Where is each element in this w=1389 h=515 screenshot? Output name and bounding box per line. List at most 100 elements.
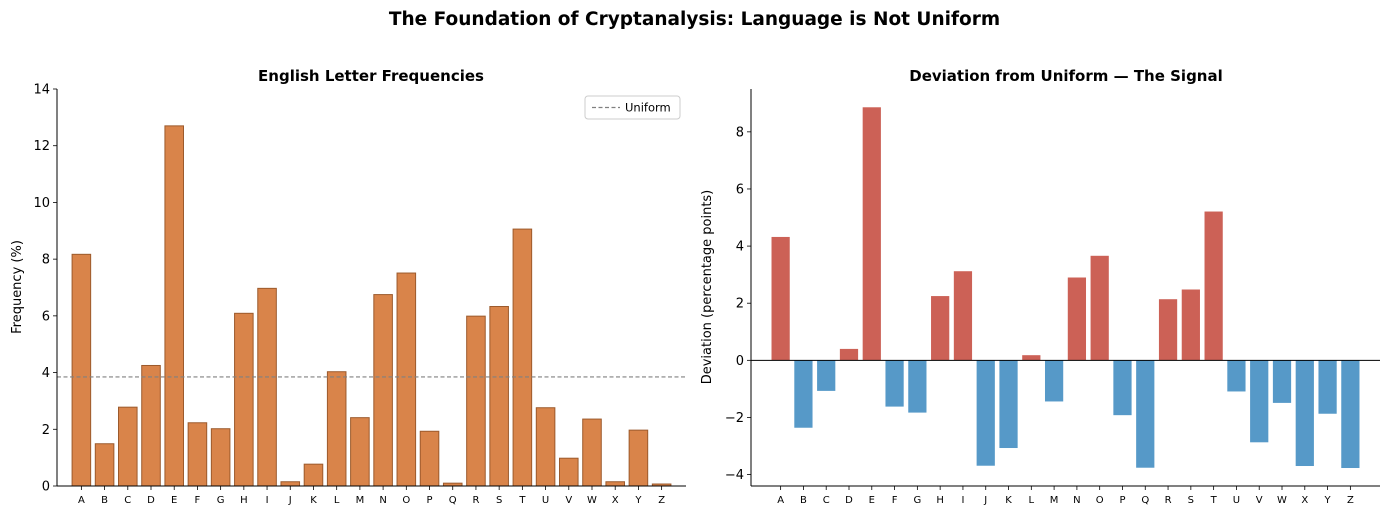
x-tick-label-N: N bbox=[1073, 495, 1080, 506]
x-tick-label-E: E bbox=[171, 495, 177, 506]
bar-S bbox=[1181, 289, 1200, 361]
x-tick-label-M: M bbox=[1050, 495, 1059, 506]
y-tick-label: −4 bbox=[725, 468, 744, 483]
bar-W bbox=[1272, 360, 1292, 403]
y-tick-label: 6 bbox=[42, 309, 50, 324]
bar-L bbox=[326, 371, 347, 487]
x-tick-label-S: S bbox=[496, 495, 502, 506]
x-tick-label-T: T bbox=[518, 495, 526, 506]
bar-F bbox=[885, 360, 904, 407]
bar-O bbox=[1090, 255, 1109, 361]
bar-K bbox=[303, 463, 324, 487]
bar-V bbox=[1250, 360, 1269, 443]
x-tick-label-Z: Z bbox=[1347, 495, 1354, 506]
bar-C bbox=[817, 360, 836, 391]
bar-E bbox=[862, 107, 881, 361]
bar-K bbox=[999, 360, 1018, 449]
legend-uniform-label: Uniform bbox=[625, 101, 671, 115]
y-tick-label: 10 bbox=[33, 196, 50, 211]
bar-G bbox=[908, 360, 927, 413]
x-tick-label-Q: Q bbox=[449, 495, 457, 506]
x-tick-label-D: D bbox=[147, 495, 155, 506]
bar-J bbox=[280, 481, 301, 487]
left-y-axis-label: Frequency (%) bbox=[10, 240, 25, 334]
x-tick-label-D: D bbox=[845, 495, 853, 506]
x-tick-label-V: V bbox=[1256, 495, 1263, 506]
legend: Uniform bbox=[584, 95, 681, 120]
x-tick-label-I: I bbox=[961, 495, 964, 506]
bar-G bbox=[210, 428, 231, 487]
bar-W bbox=[582, 418, 602, 487]
bar-D bbox=[141, 364, 161, 487]
bar-J bbox=[976, 360, 995, 466]
bar-D bbox=[839, 348, 859, 361]
bar-R bbox=[466, 315, 486, 487]
x-tick-label-R: R bbox=[1165, 495, 1172, 506]
right-y-axis-label: Deviation (percentage points) bbox=[700, 190, 715, 385]
x-tick-label-Z: Z bbox=[658, 495, 665, 506]
deviation-chart: Deviation from Uniform — The Signal Devi… bbox=[700, 67, 1380, 506]
x-tick-label-O: O bbox=[402, 495, 410, 506]
bar-H bbox=[234, 312, 254, 487]
x-tick-label-H: H bbox=[936, 495, 944, 506]
left-plot-area: A B C D E F G H I J K L M N O P Q R S T U V W X Y Z 0 2 4 6 8 10 12 14 bbox=[33, 83, 686, 506]
bar-U bbox=[1227, 360, 1246, 392]
x-tick-label-L: L bbox=[1029, 495, 1035, 506]
bar-V bbox=[559, 457, 579, 487]
bar-A bbox=[71, 253, 92, 487]
right-plot-area: A B C D E F G H I J K L M N O P Q R S T U V W X Y Z −4 −2 0 2 4 6 8 bbox=[725, 89, 1380, 506]
bar-R bbox=[1158, 299, 1178, 361]
x-tick-label-Q: Q bbox=[1141, 495, 1149, 506]
bar-I bbox=[953, 271, 973, 361]
x-tick-label-W: W bbox=[587, 495, 597, 506]
x-tick-label-E: E bbox=[869, 495, 875, 506]
bar-H bbox=[931, 296, 950, 361]
bar-F bbox=[187, 422, 208, 487]
bar-Z bbox=[1341, 360, 1360, 469]
bar-P bbox=[419, 430, 440, 487]
x-tick-label-Y: Y bbox=[634, 495, 642, 506]
x-tick-label-G: G bbox=[913, 495, 921, 506]
x-tick-label-F: F bbox=[195, 495, 201, 506]
y-tick-label: 0 bbox=[42, 480, 50, 495]
bar-A bbox=[771, 236, 790, 361]
x-tick-label-V: V bbox=[565, 495, 572, 506]
y-tick-label: 6 bbox=[736, 182, 744, 197]
bar-I bbox=[257, 287, 277, 487]
bar-E bbox=[164, 125, 184, 487]
bar-Y bbox=[628, 429, 649, 487]
x-tick-label-H: H bbox=[240, 495, 248, 506]
x-tick-label-B: B bbox=[800, 495, 807, 506]
bar-O bbox=[396, 272, 417, 487]
x-tick-label-P: P bbox=[427, 495, 433, 506]
x-tick-label-K: K bbox=[1005, 495, 1012, 506]
bar-Y bbox=[1318, 360, 1337, 414]
x-tick-label-T: T bbox=[1210, 495, 1218, 506]
bar-L bbox=[1022, 355, 1041, 361]
x-tick-label-J: J bbox=[983, 495, 987, 506]
x-tick-label-M: M bbox=[356, 495, 365, 506]
figure-title: The Foundation of Cryptanalysis: Languag… bbox=[389, 9, 1000, 30]
bar-T bbox=[512, 228, 533, 487]
bar-Q bbox=[1136, 360, 1155, 468]
x-tick-label-R: R bbox=[472, 495, 479, 506]
bar-N bbox=[1067, 277, 1087, 361]
x-tick-label-I: I bbox=[266, 495, 269, 506]
x-tick-label-O: O bbox=[1096, 495, 1104, 506]
bar-X bbox=[1295, 360, 1314, 467]
y-tick-label: 14 bbox=[33, 83, 50, 98]
x-tick-label-A: A bbox=[777, 495, 784, 506]
bar-M bbox=[350, 417, 370, 487]
y-tick-label: 2 bbox=[42, 423, 50, 438]
x-tick-label-U: U bbox=[1233, 495, 1240, 506]
y-tick-label: 4 bbox=[42, 366, 50, 381]
x-tick-label-K: K bbox=[310, 495, 317, 506]
x-tick-label-C: C bbox=[823, 495, 830, 506]
x-tick-label-L: L bbox=[334, 495, 340, 506]
bar-S bbox=[489, 305, 509, 487]
x-tick-label-J: J bbox=[288, 495, 292, 506]
bar-U bbox=[535, 407, 556, 487]
left-chart-title: English Letter Frequencies bbox=[258, 67, 484, 85]
x-tick-label-X: X bbox=[1301, 495, 1308, 506]
